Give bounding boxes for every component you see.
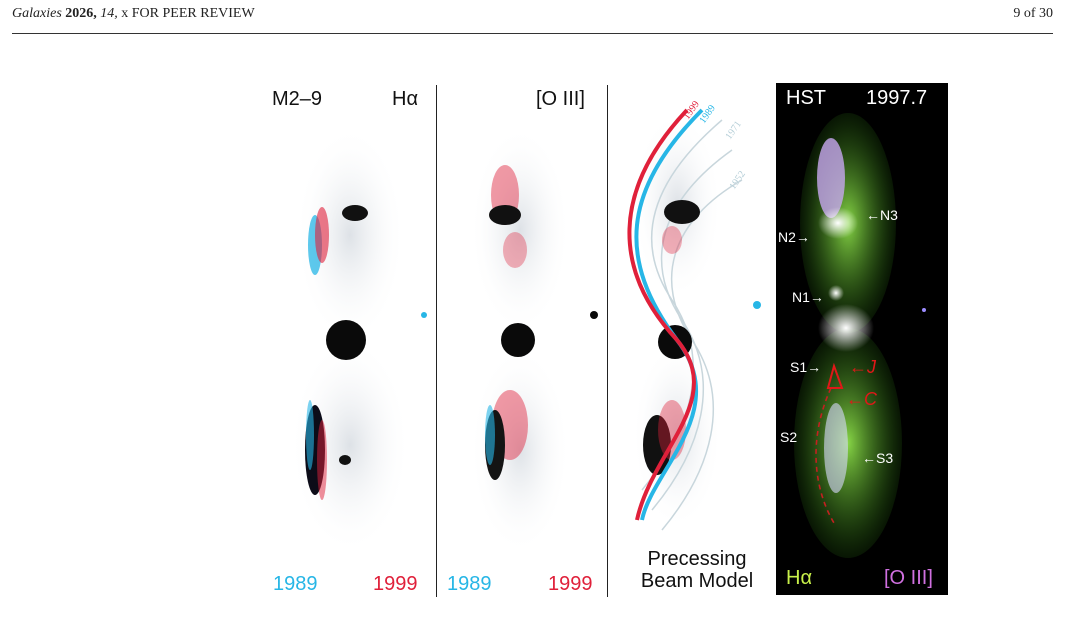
panel-divider-1 (436, 85, 437, 597)
p1-year-1999: 1999 (373, 573, 418, 595)
p2-image (470, 125, 598, 555)
journal-volume: 14, (100, 6, 118, 21)
running-header: Galaxies 2026, 14, x FOR PEER REVIEW 9 o… (12, 6, 1053, 26)
knot-label-n2: N2→ (778, 229, 810, 245)
hst-telescope-label: HST (786, 87, 826, 109)
journal-name: Galaxies (12, 6, 62, 21)
p1-image (290, 125, 427, 555)
p2-line-label: [O III] (536, 88, 585, 110)
knot-label-s1: S1→ (790, 359, 822, 375)
beam-model-caption: Precessing Beam Model (640, 548, 754, 592)
knot-label-s3: ←S3 (862, 450, 894, 466)
object-name: M2–9 (272, 88, 323, 110)
p1-year-1989: 1989 (273, 573, 318, 595)
hst-panel: HST 1997.7 ←N3 N2→ N1→ S1→ ←J ←C S2 ←S3 … (776, 83, 948, 595)
p3-image: 1999 1989 1971 1952 (627, 99, 761, 531)
header-rule (12, 33, 1053, 34)
header-citation: Galaxies 2026, 14, x FOR PEER REVIEW (12, 6, 255, 22)
knot-label-s2: S2 (780, 429, 798, 445)
review-note: x FOR PEER REVIEW (121, 6, 255, 21)
annotation-j: ←J (849, 357, 876, 377)
knot-label-n1: N1→ (792, 289, 824, 305)
annotation-c: ←C (846, 389, 877, 409)
journal-year: 2026, (65, 6, 97, 21)
curve-label-1952: 1952 (727, 169, 747, 192)
p1-line-label: Hα (392, 88, 419, 110)
p2-year-1999: 1999 (548, 573, 593, 595)
hst-image (794, 113, 926, 558)
panel-divider-2 (607, 85, 608, 597)
p2-year-1989: 1989 (447, 573, 492, 595)
legend-halpha: Hα (786, 567, 813, 589)
knot-label-n3: ←N3 (866, 207, 898, 223)
legend-oiii: [O III] (884, 567, 933, 589)
curve-label-1971: 1971 (723, 119, 743, 142)
page-number: 9 of 30 (1013, 6, 1053, 21)
hst-epoch-label: 1997.7 (866, 87, 928, 109)
